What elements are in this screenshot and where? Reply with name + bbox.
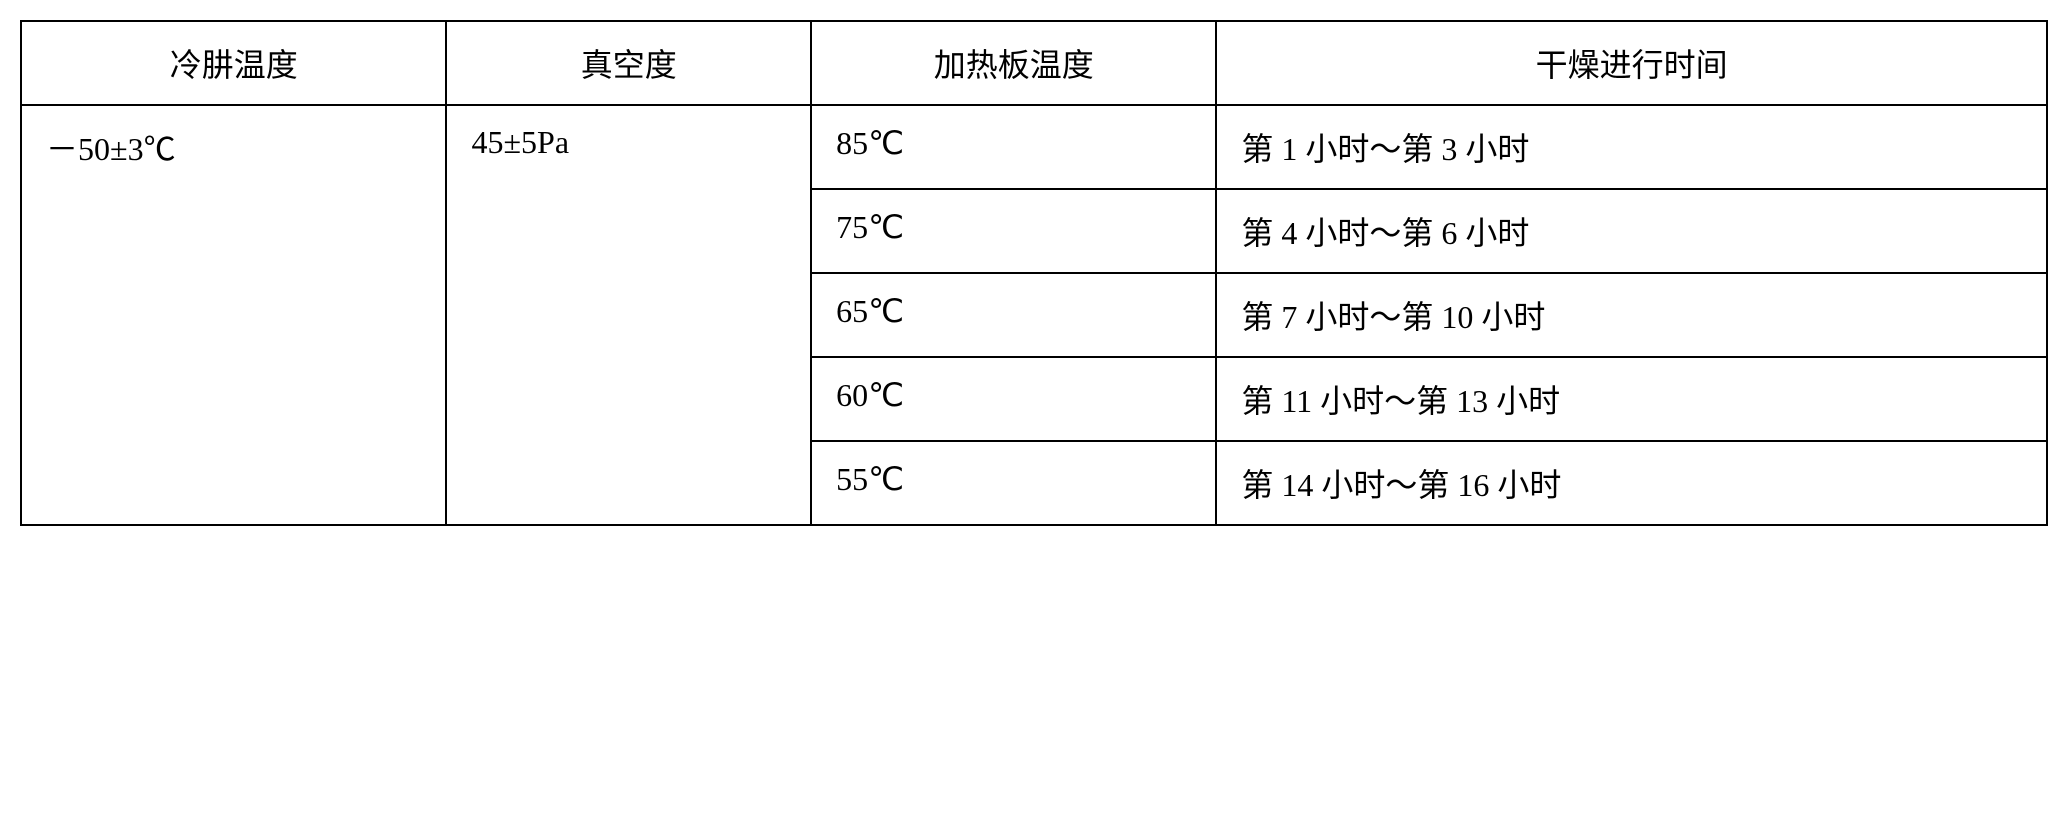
header-drying-time: 干燥进行时间 xyxy=(1216,21,2047,105)
header-cold-trap-temp: 冷肼温度 xyxy=(21,21,446,105)
parameters-table: 冷肼温度 真空度 加热板温度 干燥进行时间 －50±3℃ 45±5Pa 85℃ … xyxy=(20,20,2048,526)
cell-heater-temp: 65℃ xyxy=(811,273,1216,357)
table-header-row: 冷肼温度 真空度 加热板温度 干燥进行时间 xyxy=(21,21,2047,105)
cell-heater-temp: 85℃ xyxy=(811,105,1216,189)
cell-cold-trap-temp: －50±3℃ xyxy=(21,105,446,525)
cell-drying-time: 第 4 小时～第 6 小时 xyxy=(1216,189,2047,273)
cell-heater-temp: 60℃ xyxy=(811,357,1216,441)
cell-drying-time: 第 1 小时～第 3 小时 xyxy=(1216,105,2047,189)
cell-heater-temp: 55℃ xyxy=(811,441,1216,525)
cell-drying-time: 第 11 小时～第 13 小时 xyxy=(1216,357,2047,441)
table-row: －50±3℃ 45±5Pa 85℃ 第 1 小时～第 3 小时 xyxy=(21,105,2047,189)
cell-heater-temp: 75℃ xyxy=(811,189,1216,273)
cell-drying-time: 第 7 小时～第 10 小时 xyxy=(1216,273,2047,357)
cell-vacuum: 45±5Pa xyxy=(446,105,811,525)
header-heater-temp: 加热板温度 xyxy=(811,21,1216,105)
header-vacuum: 真空度 xyxy=(446,21,811,105)
cell-drying-time: 第 14 小时～第 16 小时 xyxy=(1216,441,2047,525)
